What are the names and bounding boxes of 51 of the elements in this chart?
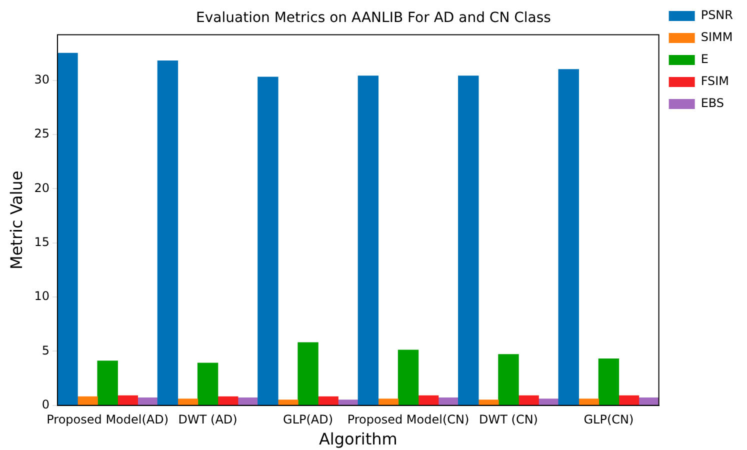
bar [378,398,399,406]
chart-title: Evaluation Metrics on AANLIB For AD and CN Class [196,10,551,26]
y-tick-label: 20 [34,180,50,195]
bar [197,362,218,406]
bar [338,400,358,406]
bar [458,76,479,406]
y-axis-title: Metric Value [6,170,26,270]
bar [558,69,579,406]
x-tick-label: Proposed Model(AD) [46,412,169,427]
bar [117,395,138,406]
x-tick-label: Proposed Model(CN) [347,412,470,427]
y-tick-label: 0 [42,398,50,412]
bar [137,397,158,406]
y-tick-label: 15 [34,234,50,249]
bar [298,342,318,406]
legend-label: SIMM [700,30,733,44]
y-tick-label: 5 [42,343,50,358]
legend-label: FSIM [700,74,730,88]
legend-label: PSNR [700,8,734,22]
bar [97,360,118,406]
x-axis-title: Algorithm [318,430,398,449]
bar [578,398,600,406]
bar [538,398,559,406]
bar [318,396,338,406]
bar [57,52,78,406]
bar [238,397,258,406]
bar [618,395,640,406]
y-tick-label: 10 [34,289,50,304]
bar [258,76,278,406]
x-tick-label: GLP(CN) [584,412,634,427]
bar [177,398,198,406]
bar [278,400,298,406]
x-tick-label: GLP(AD) [283,412,334,427]
bar [418,395,439,406]
bar [77,396,98,406]
bar [438,397,459,406]
legend-label: E [700,52,708,66]
bar [157,60,178,406]
bar [638,397,659,406]
bar [358,76,379,406]
y-tick-label: 25 [34,126,50,141]
bar [518,395,539,406]
y-tick-label: 30 [34,72,50,86]
bar [398,350,419,406]
bar [218,396,238,406]
legend-label: EBS [700,96,724,110]
bar [498,354,519,406]
x-tick-label: DWT (CN) [479,412,538,427]
x-tick-label: DWT (AD) [178,412,238,427]
bar [598,358,620,406]
bar [478,400,499,406]
